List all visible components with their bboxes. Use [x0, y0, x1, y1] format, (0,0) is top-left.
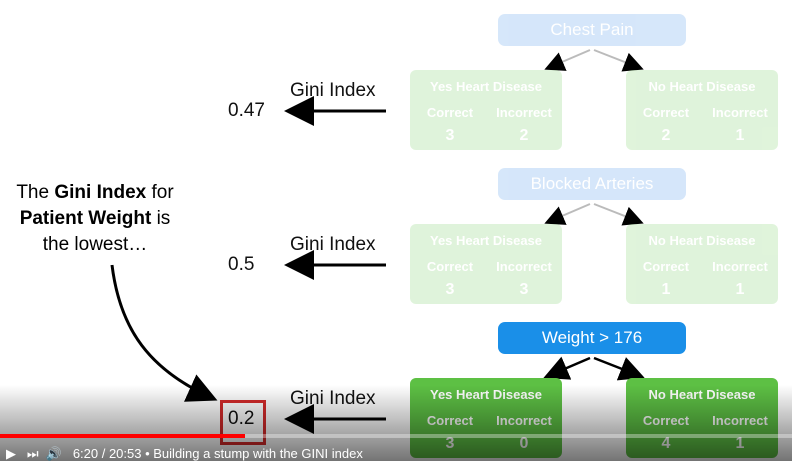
- leaf-title: Yes Heart Disease: [429, 79, 543, 94]
- player-controls: ▶ ⏭ 🔊 6:20 / 20:53 • Building a stump wi…: [6, 446, 363, 461]
- gini-value: 0.5: [228, 254, 255, 275]
- leaf-title: No Heart Disease: [648, 79, 756, 94]
- leaf-node: No Heart Disease Correct Incorrect 2 1: [626, 70, 778, 150]
- next-button[interactable]: ⏭: [26, 446, 39, 461]
- video-title: Building a stump with the GINI index: [153, 446, 363, 461]
- time: 6:20 / 20:53: [72, 446, 142, 461]
- annotation-part: is: [151, 208, 171, 229]
- annotation-part: Gini Index: [54, 182, 147, 203]
- annotation-part: The: [16, 182, 55, 203]
- root-node: Weight > 176: [498, 322, 686, 354]
- correct-label: Correct: [426, 259, 474, 274]
- leaf-node: No Heart Disease Correct Incorrect 1 1: [626, 224, 778, 304]
- incorrect-count: 1: [735, 281, 745, 298]
- correct-label: Correct: [426, 105, 474, 120]
- arrow: [593, 49, 644, 72]
- arrow: [593, 203, 644, 226]
- progress-played: [0, 434, 245, 438]
- annotation: The Gini Index for Patient Weight is the l…: [0, 180, 190, 258]
- arrow: [544, 203, 591, 225]
- incorrect-count: 1: [735, 127, 745, 144]
- root-node: Chest Pain: [498, 14, 686, 46]
- arrow: [544, 49, 591, 71]
- play-button[interactable]: ▶: [6, 446, 16, 461]
- correct-label: Correct: [642, 259, 690, 274]
- correct-count: 2: [661, 127, 671, 144]
- leaf-title: Yes Heart Disease: [429, 233, 543, 248]
- incorrect-count: 2: [519, 127, 529, 144]
- incorrect-label: Incorrect: [712, 259, 768, 274]
- gini-label: Gini Index: [290, 234, 376, 255]
- incorrect-label: Incorrect: [496, 105, 552, 120]
- incorrect-count: 3: [519, 281, 529, 298]
- correct-label: Correct: [642, 105, 690, 120]
- arrow: [593, 356, 645, 381]
- incorrect-label: Incorrect: [496, 259, 552, 274]
- correct-count: 1: [661, 281, 671, 298]
- gini-value: 0.47: [228, 100, 265, 121]
- correct-count: 3: [445, 127, 455, 144]
- player-overlay: [0, 385, 792, 461]
- leaf-node: Yes Heart Disease Correct Incorrect 3 3: [410, 224, 562, 304]
- leaf-node: Yes Heart Disease Correct Incorrect 3 2: [410, 70, 562, 150]
- root-node: Blocked Arteries: [498, 168, 686, 200]
- annotation-part: Patient Weight: [19, 208, 152, 229]
- leaf-title: No Heart Disease: [648, 233, 756, 248]
- volume-button[interactable]: 🔊: [45, 446, 62, 461]
- annotation-part: the lowest…: [42, 234, 148, 255]
- gini-label: Gini Index: [290, 80, 376, 101]
- incorrect-label: Incorrect: [712, 105, 768, 120]
- annotation-part: for: [146, 182, 174, 203]
- progress-bar[interactable]: [0, 434, 792, 438]
- curved-arrow: [110, 264, 218, 402]
- arrow: [543, 356, 591, 380]
- correct-count: 3: [445, 281, 455, 298]
